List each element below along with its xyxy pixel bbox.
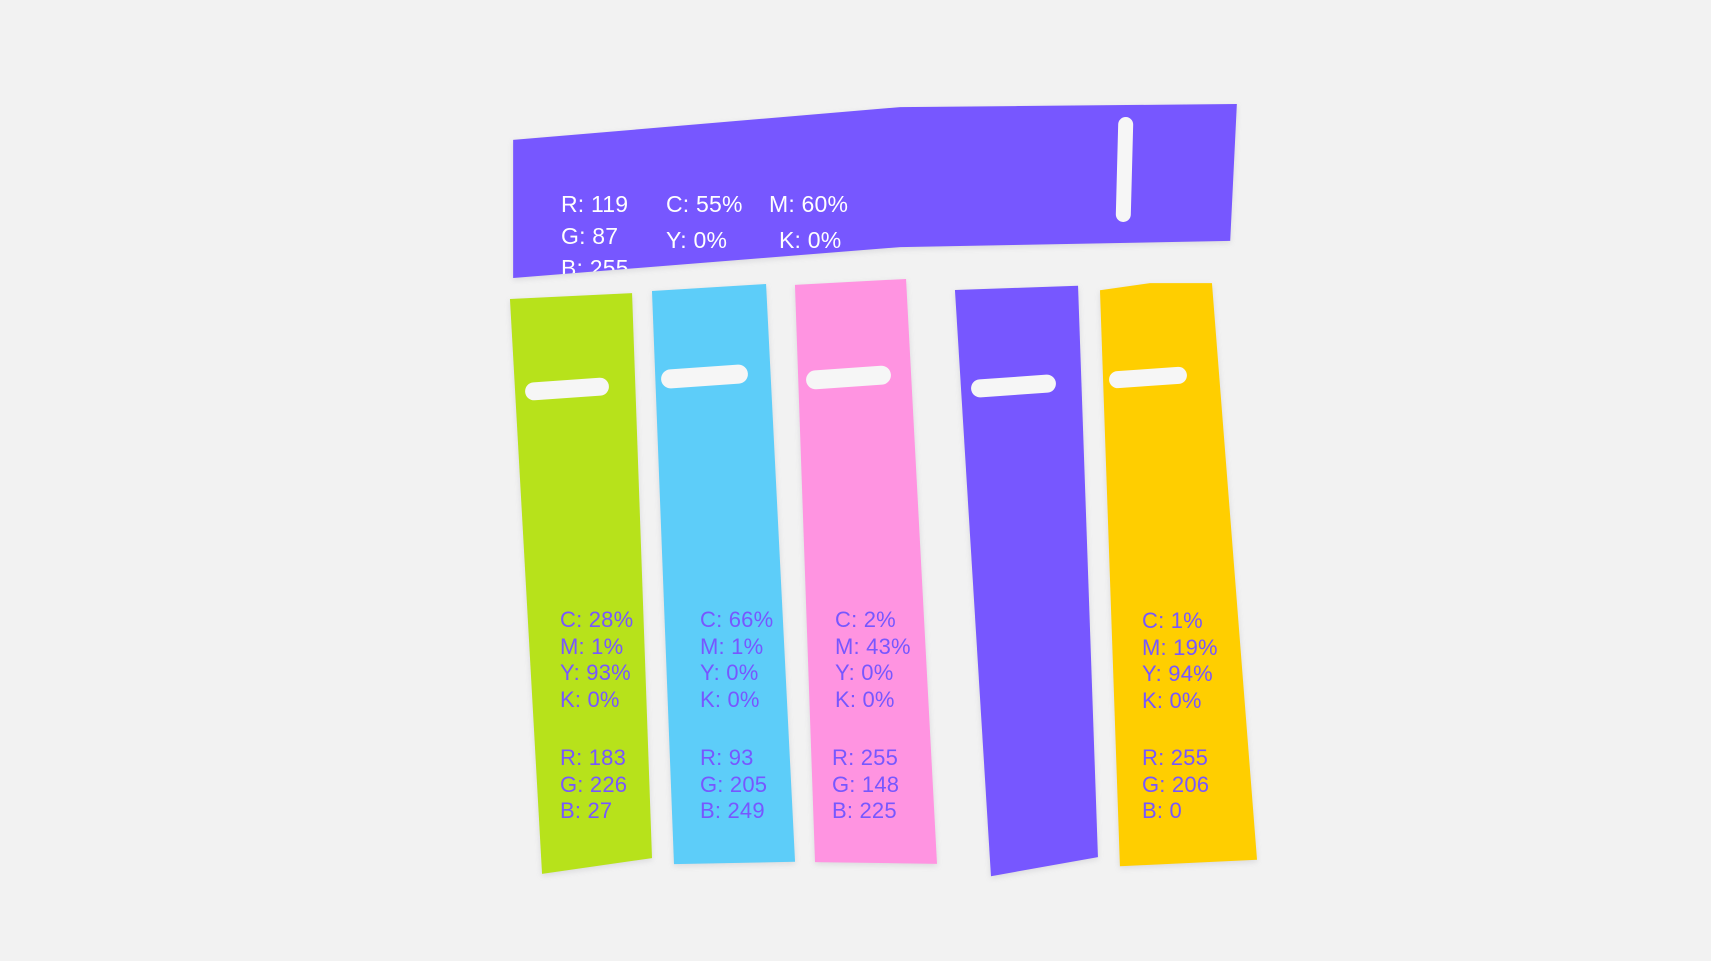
cmyk-values: C: 66% M: 1% Y: 0% K: 0% — [700, 607, 773, 713]
cmyk-line: Y: 93% — [560, 660, 631, 685]
bar-shape — [954, 285, 1098, 877]
cmyk-line: M: 43% — [835, 633, 911, 659]
banner-cy-values: C: 55% Y: 0% — [666, 191, 743, 263]
cmyk-line: C: 28% — [560, 607, 634, 632]
cmyk-line: M: 1% — [700, 633, 764, 659]
rgb-line: B: 0 — [1142, 798, 1182, 823]
spine-dash-icon — [1108, 366, 1188, 389]
spine-dash-icon — [660, 363, 749, 390]
cmyk-line: K: 0% — [779, 227, 842, 253]
rgb-values: R: 255 G: 148 B: 225 — [832, 745, 899, 825]
swatch-bar-green: C: 28% M: 1% Y: 93% K: 0% R: 183 G: 226 … — [505, 292, 655, 878]
cmyk-line: C: 55% — [666, 191, 743, 217]
cmyk-line: M: 60% — [769, 191, 849, 217]
spine-dash-icon — [805, 365, 892, 390]
rgb-line: G: 226 — [560, 771, 628, 797]
banner-mk-values: M: 60% K: 0% — [769, 191, 848, 263]
rgb-line: B: 249 — [700, 798, 765, 823]
cmyk-line: C: 1% — [1142, 608, 1203, 633]
rgb-line: G: 205 — [700, 771, 768, 797]
rgb-line: B: 225 — [832, 798, 897, 823]
cmyk-line: K: 0% — [835, 686, 895, 712]
cmyk-values: C: 28% M: 1% Y: 93% K: 0% — [560, 607, 633, 713]
cmyk-line: Y: 94% — [1142, 661, 1213, 686]
rgb-line: R: 93 — [700, 745, 754, 770]
cmyk-line: K: 0% — [1142, 687, 1202, 713]
swatch-bar-blue: C: 66% M: 1% Y: 0% K: 0% R: 93 G: 205 B:… — [645, 281, 800, 870]
spine-dash-icon — [970, 374, 1057, 398]
bar-shape: C: 66% M: 1% Y: 0% K: 0% R: 93 G: 205 B:… — [651, 283, 796, 865]
cmyk-line: Y: 0% — [700, 660, 759, 685]
banner-rgb-values: R: 119 G: 87 B: 255 — [561, 191, 629, 281]
cmyk-values: C: 1% M: 19% Y: 94% K: 0% — [1142, 608, 1218, 714]
rgb-values: R: 183 G: 226 B: 27 — [560, 745, 627, 825]
cmyk-line: Y: 0% — [666, 227, 728, 253]
cmyk-line: M: 19% — [1142, 634, 1218, 660]
cmyk-line: M: 1% — [560, 633, 624, 659]
banner-shape: R: 119 G: 87 B: 255 C: 55% Y: 0% M: 60% … — [513, 104, 1237, 281]
swatch-bar-purple — [945, 281, 1103, 878]
swatch-banner-purple: R: 119 G: 87 B: 255 C: 55% Y: 0% M: 60% … — [505, 95, 1245, 287]
vertical-dash-icon — [1115, 116, 1134, 223]
rgb-line: G: 206 — [1142, 771, 1210, 797]
rgb-line: G: 148 — [832, 771, 900, 797]
spine-dash-icon — [524, 377, 610, 401]
rgb-values: R: 93 G: 205 B: 249 — [700, 745, 767, 825]
rgb-line: R: 255 — [832, 745, 899, 770]
rgb-line: B: 255 — [561, 255, 629, 281]
swatch-bar-yellow: C: 1% M: 19% Y: 94% K: 0% R: 255 G: 206 … — [1090, 276, 1262, 868]
cmyk-line: K: 0% — [560, 686, 620, 712]
swatch-bar-pink: C: 2% M: 43% Y: 0% K: 0% R: 255 G: 148 B… — [785, 276, 943, 868]
cmyk-line: C: 66% — [700, 607, 774, 632]
rgb-line: R: 183 — [560, 745, 627, 770]
rgb-line: R: 255 — [1142, 745, 1209, 770]
rgb-values: R: 255 G: 206 B: 0 — [1142, 745, 1209, 825]
cmyk-line: C: 2% — [835, 607, 896, 632]
cmyk-values: C: 2% M: 43% Y: 0% K: 0% — [835, 607, 911, 713]
bar-shape: C: 28% M: 1% Y: 93% K: 0% R: 183 G: 226 … — [509, 293, 652, 874]
rgb-line: B: 27 — [560, 798, 613, 823]
cmyk-line: K: 0% — [700, 686, 760, 712]
bar-shape: C: 1% M: 19% Y: 94% K: 0% R: 255 G: 206 … — [1099, 283, 1258, 867]
rgb-line: R: 119 — [561, 191, 629, 217]
cmyk-line: Y: 0% — [835, 660, 894, 685]
bar-shape: C: 2% M: 43% Y: 0% K: 0% R: 255 G: 148 B… — [794, 278, 937, 864]
rgb-line: G: 87 — [561, 223, 619, 249]
